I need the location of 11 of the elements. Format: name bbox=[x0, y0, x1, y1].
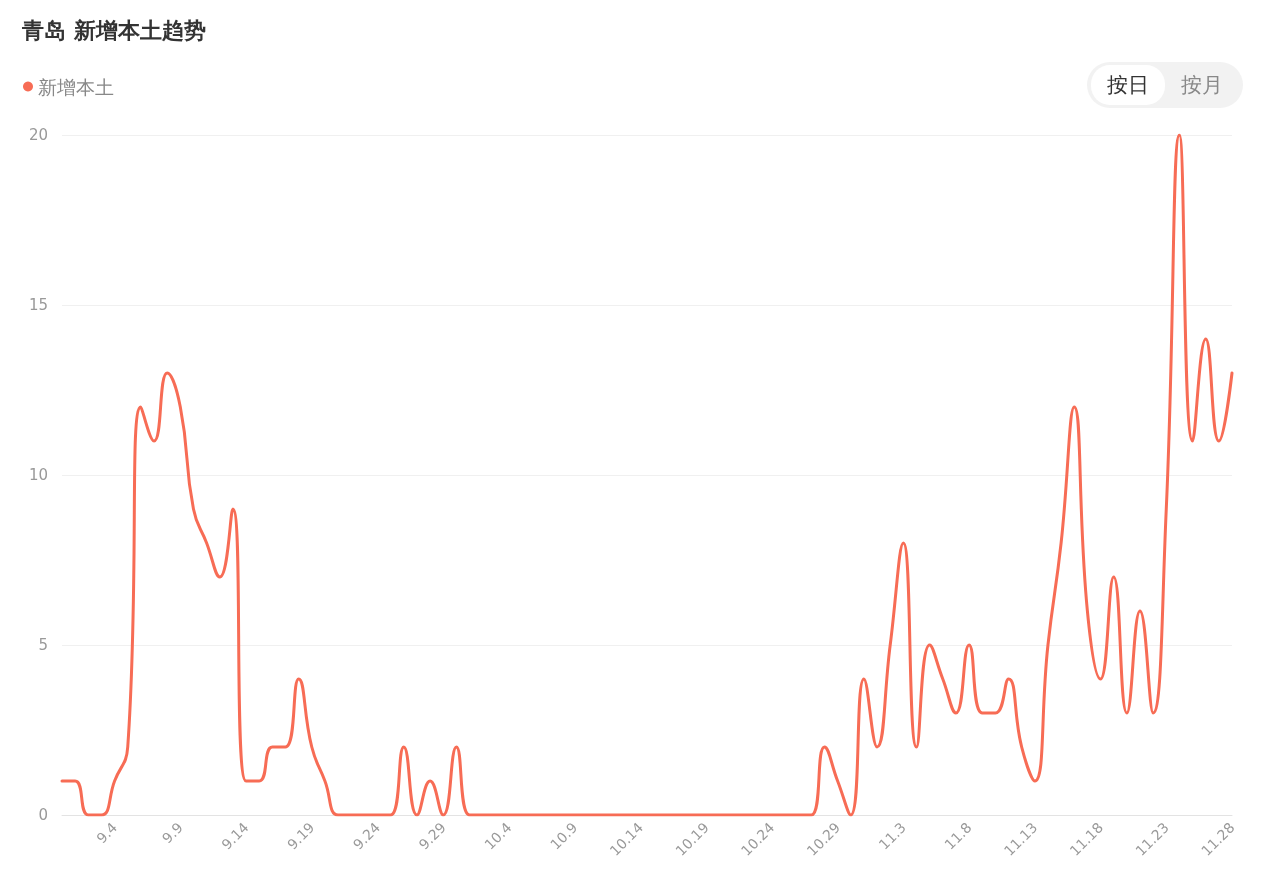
y-tick-label: 0 bbox=[38, 806, 48, 824]
day-month-toggle: 按日 按月 bbox=[1087, 62, 1243, 108]
line-series bbox=[60, 133, 1234, 817]
y-tick-label: 10 bbox=[28, 466, 48, 484]
legend-label: 新增本土 bbox=[38, 75, 114, 98]
x-tick-label: 9.4 bbox=[93, 819, 121, 847]
y-tick-label: 20 bbox=[28, 126, 48, 144]
y-tick-label: 5 bbox=[38, 636, 48, 654]
chart-title: 青岛 新增本土趋势 bbox=[22, 17, 206, 45]
x-tick-label: 9.9 bbox=[158, 819, 186, 847]
y-tick-label: 15 bbox=[28, 296, 48, 314]
